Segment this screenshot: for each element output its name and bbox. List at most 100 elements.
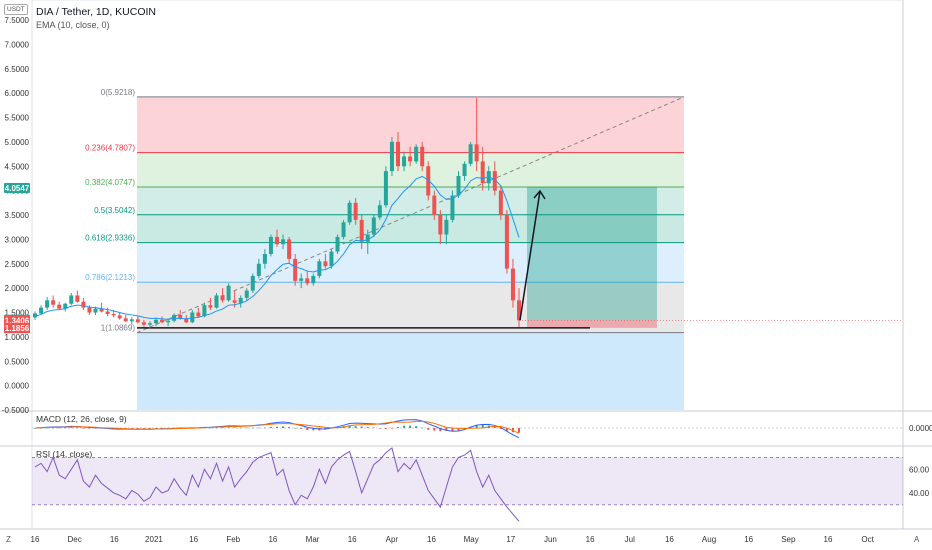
- price-badge-label: 1.1856: [5, 324, 30, 333]
- macd-histogram-bar: [294, 427, 297, 429]
- candle-body: [262, 254, 267, 264]
- macd-histogram-bar: [378, 428, 381, 429]
- candle-body: [389, 141, 394, 172]
- macd-histogram-bar: [403, 425, 406, 428]
- x-tick-label: Dec: [68, 535, 82, 544]
- candle-body: [353, 202, 358, 220]
- x-tick-label: Feb: [226, 535, 240, 544]
- macd-histogram-bar: [269, 426, 272, 428]
- candle-body: [51, 300, 56, 305]
- rsi-band-background: [32, 457, 903, 505]
- currency-badge[interactable]: USDT: [4, 4, 28, 15]
- macd-histogram-bar: [445, 428, 448, 431]
- x-tick-label: 16: [586, 535, 595, 544]
- candle-body: [154, 319, 158, 324]
- candle-body: [450, 195, 455, 220]
- macd-histogram-bar: [34, 428, 36, 429]
- y-tick-label: 3.5000: [5, 211, 30, 220]
- macd-histogram-bar: [215, 427, 218, 429]
- rsi-axis-label: 40.00: [909, 489, 930, 498]
- macd-histogram-bar: [481, 424, 484, 428]
- candle-body: [480, 161, 485, 184]
- macd-histogram-bar: [397, 426, 399, 428]
- macd-histogram-bar: [439, 428, 442, 432]
- candle-body: [196, 312, 201, 317]
- candle-body: [63, 303, 68, 309]
- macd-legend-label: MACD (12, 26, close, 9): [36, 414, 127, 424]
- y-tick-label: 7.0000: [5, 40, 30, 49]
- candle-body: [341, 222, 346, 237]
- candle-body: [444, 219, 449, 235]
- macd-histogram-bar: [288, 426, 291, 428]
- x-tick-label: Apr: [386, 535, 399, 544]
- fib-zone: [137, 96, 684, 153]
- macd-histogram-bar: [251, 427, 254, 429]
- fib-level-label: 0.618(2.9336): [85, 234, 135, 243]
- candle-body: [317, 261, 322, 276]
- candle-body: [141, 322, 146, 325]
- macd-histogram-bar: [415, 426, 418, 428]
- macd-histogram-bar: [130, 428, 133, 429]
- ema-legend[interactable]: EMA (10, close, 0): [36, 20, 110, 30]
- x-tick-label: Jun: [544, 535, 557, 544]
- candle-body: [396, 141, 400, 167]
- auto-scale-button[interactable]: A: [914, 535, 919, 544]
- x-tick-label: 16: [348, 535, 357, 544]
- candle-body: [275, 236, 279, 245]
- macd-histogram-bar: [142, 428, 145, 429]
- candle-body: [504, 215, 509, 269]
- macd-histogram-bar: [209, 427, 212, 429]
- candle-body: [129, 319, 134, 322]
- candle-body: [383, 171, 388, 206]
- candle-body: [232, 300, 237, 303]
- price-badge-label: 4.0547: [5, 184, 30, 193]
- projection-arrow-line: [519, 190, 541, 321]
- fib-level-label: 1(1.0869): [101, 324, 136, 333]
- candle-body: [347, 202, 352, 223]
- fib-level-label: 0(5.9218): [101, 88, 136, 97]
- candle-body: [498, 190, 503, 215]
- macd-histogram-bar: [263, 427, 266, 429]
- macd-histogram-bar: [148, 428, 151, 429]
- x-tick-label: 16: [665, 535, 674, 544]
- y-tick-label: 5.5000: [5, 114, 30, 123]
- timezone-button[interactable]: Z: [6, 535, 11, 544]
- macd-histogram-bar: [384, 428, 387, 429]
- candle-body: [408, 156, 413, 162]
- candle-body: [105, 311, 110, 314]
- candle-body: [226, 285, 231, 301]
- candle-body: [160, 319, 165, 323]
- fib-zone: [137, 242, 684, 283]
- macd-histogram-bar: [257, 427, 260, 429]
- macd-histogram-bar: [46, 427, 49, 429]
- candle-body: [147, 323, 152, 325]
- macd-histogram-bar: [82, 428, 85, 429]
- macd-histogram-bar: [88, 428, 91, 429]
- macd-histogram-bar: [70, 427, 73, 429]
- fib-level-label: 0.5(3.5042): [94, 206, 135, 215]
- macd-histogram-bar: [167, 427, 170, 429]
- candle-body: [468, 144, 473, 164]
- rsi-line: [34, 447, 520, 522]
- candle-body: [208, 305, 213, 308]
- candle-body: [359, 219, 364, 242]
- x-tick-label: 17: [506, 535, 515, 544]
- candle-body: [39, 307, 44, 314]
- macd-histogram-bar: [306, 428, 309, 430]
- candle-body: [250, 275, 255, 291]
- currency-label: USDT: [7, 6, 25, 13]
- projection-arrow-head: [533, 189, 546, 200]
- y-tick-label: 7.5000: [5, 16, 30, 25]
- ema-legend-label: EMA (10, close, 0): [36, 20, 110, 30]
- macd-histogram-bar: [427, 428, 430, 430]
- macd-histogram-bar: [161, 427, 164, 429]
- long-position-stop-zone: [527, 320, 657, 328]
- chart-title: DIA / Tether, 1D, KUCOIN: [36, 6, 157, 18]
- rsi-axis-label: 60.00: [909, 465, 930, 474]
- x-tick-label: 16: [427, 535, 436, 544]
- candle-body: [123, 318, 128, 322]
- candle-body: [214, 295, 219, 308]
- y-tick-label: 3.0000: [5, 235, 30, 244]
